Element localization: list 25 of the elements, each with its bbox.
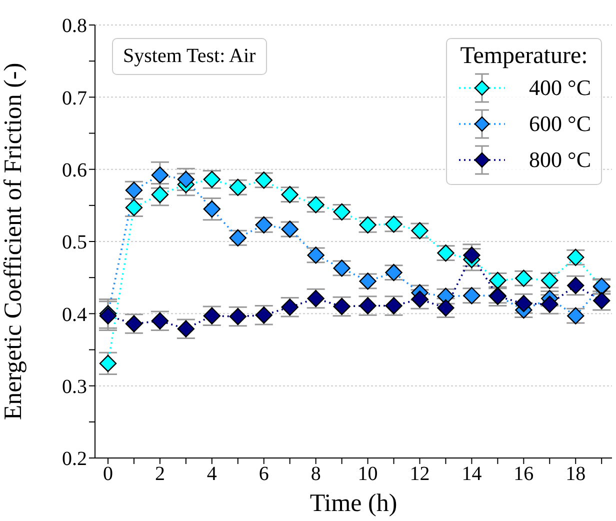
- y-tick-label: 0.6: [62, 159, 87, 182]
- x-tick-label: 16: [514, 463, 534, 486]
- annotation: System Test: Air: [112, 38, 267, 75]
- x-tick-label: 18: [566, 463, 586, 486]
- y-axis-title: Energetic Coefficient of Friction (-): [0, 62, 27, 420]
- legend-label: 600 °C: [529, 111, 591, 137]
- x-tick-label: 14: [462, 463, 482, 486]
- x-tick-label: 2: [154, 463, 165, 486]
- x-tick-label: 0: [102, 463, 113, 486]
- x-tick-label: 6: [258, 463, 269, 486]
- y-tick-label: 0.8: [62, 15, 87, 38]
- y-tick-label: 0.7: [62, 87, 87, 110]
- legend-label: 800 °C: [529, 147, 591, 173]
- y-tick-label: 0.4: [62, 304, 87, 326]
- y-tick-label: 0.5: [62, 232, 87, 254]
- legend-label: 400 °C: [529, 75, 591, 101]
- legend-title: Temperature:: [459, 43, 589, 70]
- x-axis-title: Time (h): [310, 490, 398, 517]
- x-tick-label: 12: [410, 463, 430, 486]
- x-tick-label: 4: [206, 463, 217, 486]
- x-tick-label: 10: [358, 463, 378, 486]
- y-tick-label: 0.2: [62, 448, 87, 470]
- point: [151, 166, 169, 184]
- x-tick-label: 8: [310, 463, 321, 486]
- y-tick-label: 0.3: [62, 376, 87, 398]
